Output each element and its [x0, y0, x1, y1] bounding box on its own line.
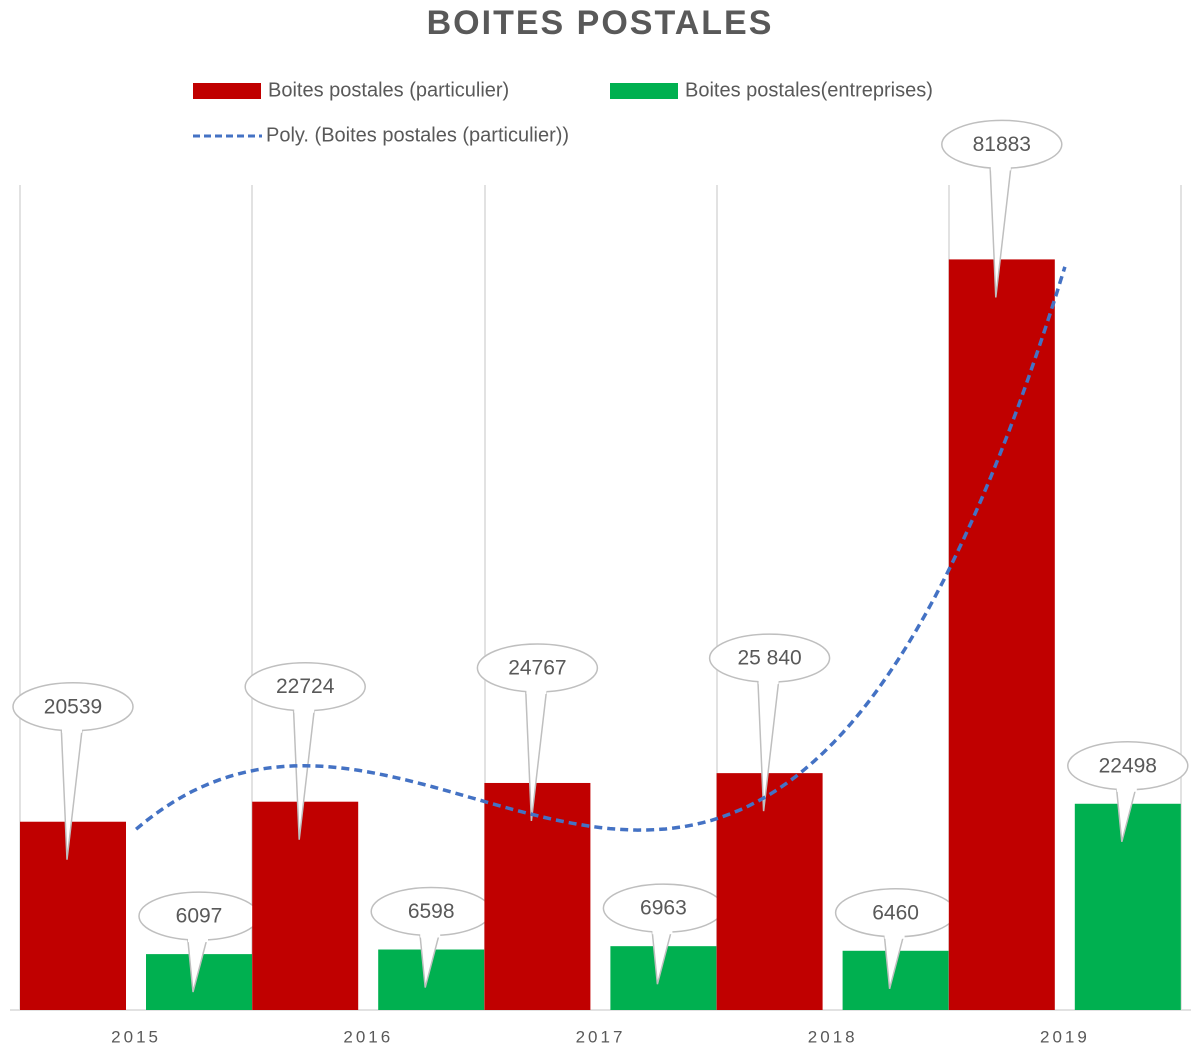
- legend-label: Boites postales (particulier): [268, 79, 509, 101]
- callout-join: [990, 156, 1011, 171]
- data-label: 81883: [973, 133, 1031, 156]
- callout-join: [188, 928, 208, 943]
- data-label: 25 840: [737, 647, 801, 670]
- data-label: 22724: [276, 675, 335, 698]
- trendline: [134, 266, 1067, 832]
- bar: [948, 259, 1055, 1010]
- callout-join: [420, 923, 441, 938]
- data-label: 6097: [176, 905, 223, 928]
- data-label: 20539: [44, 695, 102, 718]
- callout-join: [62, 718, 82, 733]
- legend-swatch: [610, 83, 678, 99]
- bar: [1074, 803, 1181, 1010]
- callout-join: [884, 924, 905, 939]
- data-label: 6598: [408, 900, 455, 923]
- data-label: 22498: [1099, 754, 1157, 777]
- x-tick-label: 2017: [576, 1027, 626, 1046]
- x-tick-label: 2016: [343, 1027, 393, 1046]
- data-label: 6963: [640, 897, 687, 920]
- callout-join: [1116, 777, 1137, 792]
- legend-label: Boites postales(entreprises): [685, 79, 933, 101]
- bar: [252, 801, 359, 1010]
- bar: [484, 782, 591, 1010]
- data-label: 24767: [508, 657, 566, 680]
- callout-join: [526, 679, 547, 694]
- bar: [716, 773, 823, 1010]
- x-tick-label: 2018: [808, 1027, 858, 1046]
- legend-swatch: [193, 83, 261, 99]
- callout-join: [758, 670, 779, 685]
- callout-join: [294, 698, 315, 713]
- data-label: 6460: [872, 901, 919, 924]
- callout-join: [652, 920, 673, 935]
- x-tick-label: 2019: [1040, 1027, 1090, 1046]
- bar: [20, 821, 126, 1010]
- legend-label: Poly. (Boites postales (particulier)): [266, 124, 569, 146]
- x-tick-label: 2015: [111, 1027, 161, 1046]
- chart-title: BOITES POSTALES: [427, 4, 774, 42]
